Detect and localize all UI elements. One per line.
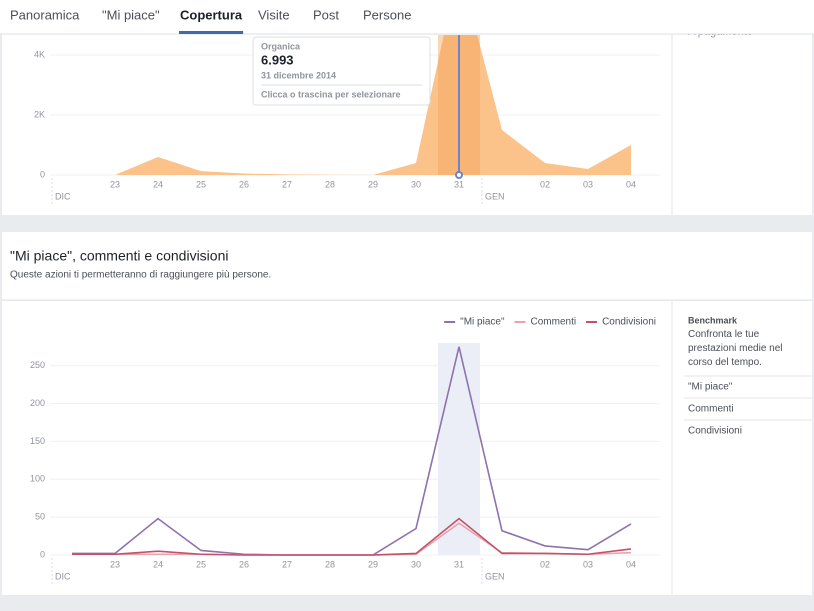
engagement-chart: 0 50 100 150 200 250 DIC 23 24 25 26 27 28 29 30 31 GEN 0… — [30, 317, 660, 585]
section-title: "Mi piace", commenti e condivisioni — [10, 248, 228, 264]
x-tick-label: 28 — [325, 559, 335, 569]
y-tick-label: 150 — [30, 436, 45, 446]
nav-tab[interactable]: Persone — [363, 7, 411, 22]
engagement-panel — [2, 301, 812, 595]
legend-label: Commenti — [531, 317, 577, 328]
x-tick-label: 27 — [282, 559, 292, 569]
benchmark-title: Benchmark — [688, 315, 738, 325]
line — [72, 517, 632, 556]
month-label: DIC — [55, 191, 71, 201]
benchmark-item[interactable]: "Mi piace" — [688, 382, 733, 393]
month-label: GEN — [485, 571, 505, 581]
x-tick-label: 28 — [325, 179, 335, 189]
nav-tab[interactable]: "Mi piace" — [102, 7, 160, 22]
tooltip-date: 31 dicembre 2014 — [261, 70, 336, 80]
active-underline — [179, 31, 244, 34]
nav-tab[interactable]: Post — [313, 7, 339, 22]
nav-tab[interactable]: Copertura — [180, 7, 243, 22]
x-tick-label: 24 — [153, 179, 163, 189]
section-subtitle: Queste azioni ti permetteranno di raggiu… — [10, 270, 271, 281]
tooltip-value: 6.993 — [261, 52, 294, 67]
tooltip-hint: Clicca o trascina per selezionare — [261, 89, 401, 99]
y-tick-label: 2K — [34, 109, 45, 119]
benchmark-item[interactable]: Commenti — [688, 404, 734, 415]
x-tick-label: 02 — [540, 179, 550, 189]
benchmark-text: Confronta le tue prestazioni medie nel cor… — [688, 329, 783, 368]
x-tick-label: 30 — [411, 559, 421, 569]
x-tick-label: 25 — [196, 179, 206, 189]
month-label: GEN — [485, 191, 505, 201]
benchmark: Confronta le tue prestazioni medie nel cor… — [684, 329, 812, 437]
x-tick-label: 27 — [282, 179, 292, 189]
y-tick-label: 200 — [30, 398, 45, 408]
x-tick-label: 29 — [368, 179, 378, 189]
x-tick-label: 23 — [110, 179, 120, 189]
y-tick-label: 0 — [40, 549, 45, 559]
x-tick-label: 26 — [239, 179, 249, 189]
x-tick-label: 24 — [153, 559, 163, 569]
benchmark-item[interactable]: Condivisioni — [688, 426, 742, 437]
x-tick-label: 26 — [239, 559, 249, 569]
x-tick-label: 04 — [626, 179, 636, 189]
nav-bar — [0, 0, 814, 34]
x-tick-label: 03 — [583, 179, 593, 189]
section-header — [2, 232, 812, 300]
reach-chart: 0 2K 4K DIC 23 24 25 26 27 28 29 30 31 GEN 02 03 04 — [34, 35, 660, 205]
legend-label: Condivisioni — [602, 317, 656, 328]
legend-label: "Mi piace" — [460, 317, 505, 328]
x-tick-label: 31 — [454, 179, 464, 189]
nav-tabs: Panoramica "Mi piace" Copertura Visite Post P… — [10, 7, 411, 34]
nav-tab[interactable]: Visite — [258, 7, 290, 22]
x-tick-label: 29 — [368, 559, 378, 569]
point — [455, 171, 463, 179]
y-tick-label: 4K — [34, 49, 45, 59]
y-tick-label: 0 — [40, 169, 45, 179]
x-tick-label: 25 — [196, 559, 206, 569]
x-tick-label: 31 — [454, 559, 464, 569]
nav-tab[interactable]: Panoramica — [10, 7, 80, 22]
y-tick-label: 250 — [30, 360, 45, 370]
x-tick-label: 23 — [110, 559, 120, 569]
area — [72, 35, 631, 175]
x-tick-label: 30 — [411, 179, 421, 189]
y-tick-label: 100 — [30, 474, 45, 484]
y-tick-label: 50 — [35, 512, 45, 522]
tooltip-series: Organica — [261, 41, 301, 51]
tooltip-box — [252, 36, 431, 106]
x-tick-label: 04 — [626, 559, 636, 569]
month-label: DIC — [55, 571, 71, 581]
x-tick-label: 03 — [583, 559, 593, 569]
x-tick-label: 02 — [540, 559, 550, 569]
